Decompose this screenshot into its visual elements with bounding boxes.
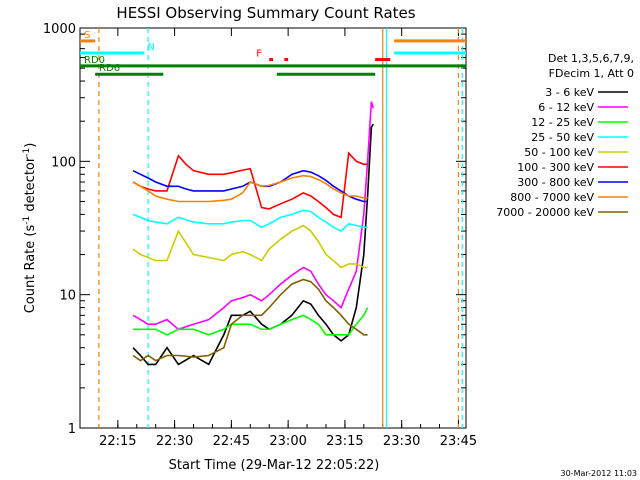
y-tick-label: 1000 xyxy=(43,22,76,37)
series-line xyxy=(132,174,368,203)
x-tick-label: 23:30 xyxy=(383,434,420,449)
series-line xyxy=(132,101,375,331)
legend-label: 100 - 300 keV xyxy=(517,161,594,174)
flag-label: N xyxy=(147,42,154,53)
series-line xyxy=(132,151,368,219)
series-lines xyxy=(132,101,375,366)
x-tick-labels: 22:15 22:30 22:45 23:00 23:15 23:30 23:45 xyxy=(99,434,477,449)
legend-label: 300 - 800 keV xyxy=(517,176,594,189)
series-line xyxy=(132,224,368,269)
x-tick-label: 23:00 xyxy=(269,434,306,449)
x-tick-label: 22:45 xyxy=(213,434,250,449)
flag-label: RD6 xyxy=(99,63,120,74)
legend-label: 25 - 50 keV xyxy=(531,131,594,144)
y-tick-label: 1 xyxy=(68,422,76,437)
legend-label: 50 - 100 keV xyxy=(524,146,594,159)
flag-label: F xyxy=(256,49,262,60)
series-line xyxy=(133,307,369,336)
series-line xyxy=(132,123,374,366)
legend-label: 3 - 6 keV xyxy=(545,86,594,99)
y-tick-label: 10 xyxy=(59,289,76,304)
y-tick-labels: 1 10 100 1000 xyxy=(43,22,76,437)
y-tick-label: 100 xyxy=(51,155,76,170)
x-tick-label: 22:30 xyxy=(156,434,193,449)
series-line xyxy=(132,209,368,233)
legend-header-line-1: Det 1,3,5,6,7,9, xyxy=(548,52,634,65)
legend-label: 12 - 25 keV xyxy=(531,116,594,129)
y-axis-label: Count Rate (s-1 detector-1) xyxy=(22,143,38,314)
flag-label: S xyxy=(84,30,90,41)
chart-title: HESSI Observing Summary Count Rates xyxy=(116,4,415,22)
axis-ticks xyxy=(79,27,466,429)
legend-label: 6 - 12 keV xyxy=(538,101,594,114)
series-line xyxy=(132,169,368,203)
legend-header-line-2: FDecim 1, Att 0 xyxy=(549,67,634,80)
legend: Det 1,3,5,6,7,9, FDecim 1, Att 0 3 - 6 k… xyxy=(496,52,634,219)
legend-label: 800 - 7000 keV xyxy=(510,191,594,204)
x-axis-label: Start Time (29-Mar-12 22:05:22) xyxy=(169,458,380,473)
series-line xyxy=(132,278,368,362)
transition-lines xyxy=(98,28,463,428)
legend-label: 7000 - 20000 keV xyxy=(496,206,594,219)
plot-frame xyxy=(79,27,467,429)
x-tick-label: 23:15 xyxy=(326,434,363,449)
x-tick-label: 22:15 xyxy=(99,434,136,449)
timestamp: 30-Mar-2012 11:03 xyxy=(561,469,638,478)
x-tick-label: 23:45 xyxy=(440,434,477,449)
flag-label: RD0 xyxy=(84,55,105,66)
